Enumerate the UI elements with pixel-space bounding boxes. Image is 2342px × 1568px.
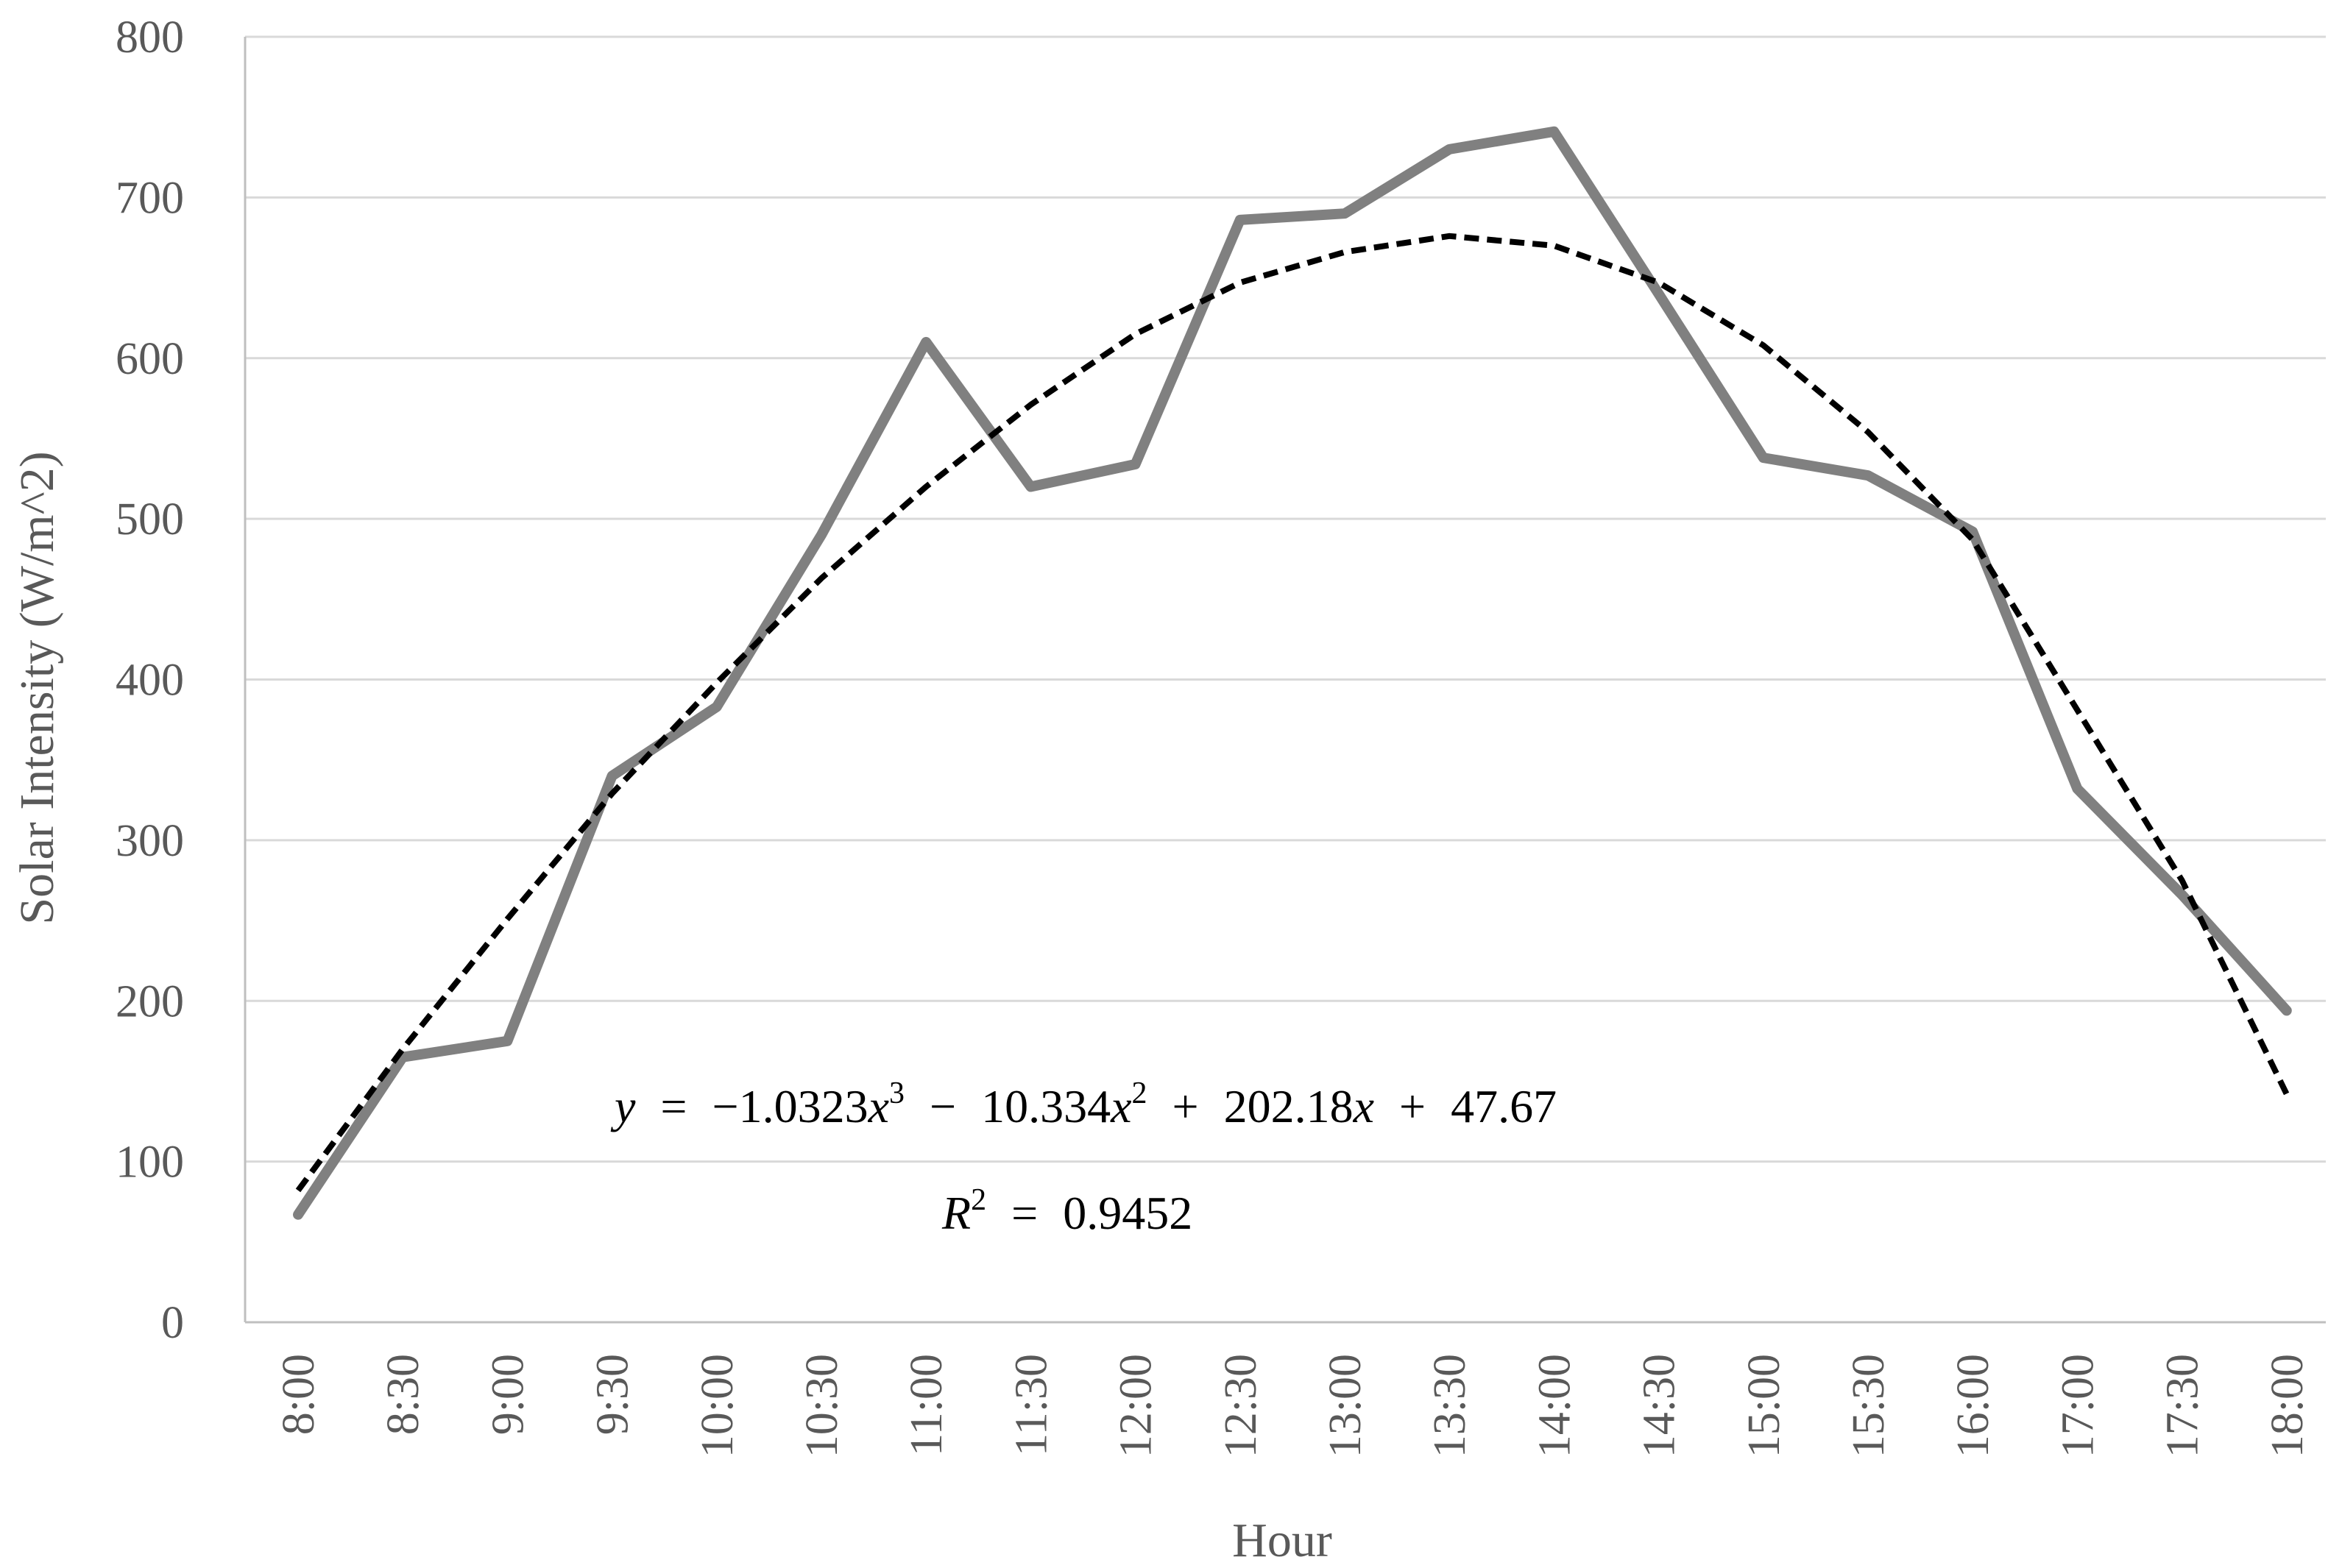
y-tick-label: 400 bbox=[116, 656, 184, 706]
y-tick-label: 200 bbox=[116, 976, 184, 1026]
x-tick-label: 17:30 bbox=[2158, 1354, 2208, 1458]
data-point bbox=[1135, 333, 1136, 334]
x-tick-label: 10:30 bbox=[797, 1354, 847, 1458]
x-tick-label: 9:30 bbox=[588, 1354, 638, 1435]
y-tick-label: 100 bbox=[116, 1138, 184, 1188]
x-tick-labels: 8:00 8:30 9:00 9:30 10:00 10:30 11:00 11:30 12:0… bbox=[274, 1354, 2313, 1458]
data-point bbox=[716, 682, 717, 683]
x-tick-label: 15:30 bbox=[1844, 1354, 1894, 1458]
y-tick-labels: 0 100 200 300 400 500 600 700 800 bbox=[116, 13, 184, 1348]
data-point bbox=[2077, 788, 2078, 789]
data-point bbox=[1868, 475, 1869, 476]
series-trendline bbox=[295, 233, 2290, 1193]
y-tick-label: 300 bbox=[116, 816, 184, 866]
x-tick-label: 11:30 bbox=[1006, 1354, 1056, 1456]
data-point bbox=[821, 534, 822, 535]
data-point bbox=[298, 1214, 299, 1215]
data-point bbox=[1239, 219, 1240, 220]
x-tick-label: 13:30 bbox=[1425, 1354, 1475, 1458]
x-tick-label: 9:00 bbox=[483, 1354, 533, 1435]
data-point bbox=[2286, 1010, 2287, 1011]
y-tick-label: 0 bbox=[161, 1298, 184, 1348]
data-point bbox=[1030, 486, 1031, 487]
x-tick-label: 15:00 bbox=[1739, 1354, 1789, 1458]
x-tick-label: 11:00 bbox=[902, 1354, 952, 1456]
r-squared-label: R2 = 0.9452 bbox=[941, 1168, 1192, 1239]
data-point bbox=[2077, 709, 2078, 710]
trend-line bbox=[295, 233, 2290, 1193]
x-tick-label: 8:00 bbox=[274, 1354, 324, 1435]
data-point bbox=[1868, 432, 1869, 433]
data-point bbox=[2286, 1093, 2287, 1094]
x-tick-label: 17:00 bbox=[2053, 1354, 2103, 1458]
x-tick-label: 10:00 bbox=[693, 1354, 743, 1458]
y-tick-label: 600 bbox=[116, 334, 184, 384]
y-tick-label: 700 bbox=[116, 173, 184, 223]
x-tick-label: 13:00 bbox=[1320, 1354, 1370, 1458]
x-tick-label: 14:30 bbox=[1635, 1354, 1685, 1458]
data-point bbox=[926, 341, 927, 342]
y-tick-label: 500 bbox=[116, 494, 184, 544]
x-tick-label: 8:30 bbox=[378, 1354, 428, 1435]
y-axis-title: Solar Intensity (W/m^2) bbox=[10, 451, 64, 924]
data-point bbox=[507, 918, 508, 919]
x-tick-label: 12:00 bbox=[1111, 1354, 1161, 1458]
x-tick-label: 14:00 bbox=[1529, 1354, 1579, 1458]
x-tick-label: 18:00 bbox=[2263, 1354, 2313, 1458]
y-tick-label: 800 bbox=[116, 13, 184, 63]
x-axis-title: Hour bbox=[1232, 1514, 1332, 1567]
axes bbox=[244, 37, 2326, 1324]
x-tick-label: 16:00 bbox=[1948, 1354, 1998, 1458]
data-point bbox=[716, 706, 717, 707]
data-point bbox=[1449, 235, 1450, 236]
data-point bbox=[507, 1040, 508, 1041]
series-layer bbox=[293, 126, 2292, 1220]
data-point bbox=[926, 486, 927, 487]
trendline-equation: y = −1.0323x3 − 10.334x2 + 202.18x + 47.… bbox=[610, 1061, 1557, 1132]
data-point bbox=[298, 1190, 299, 1191]
x-tick-label: 12:30 bbox=[1216, 1354, 1266, 1458]
